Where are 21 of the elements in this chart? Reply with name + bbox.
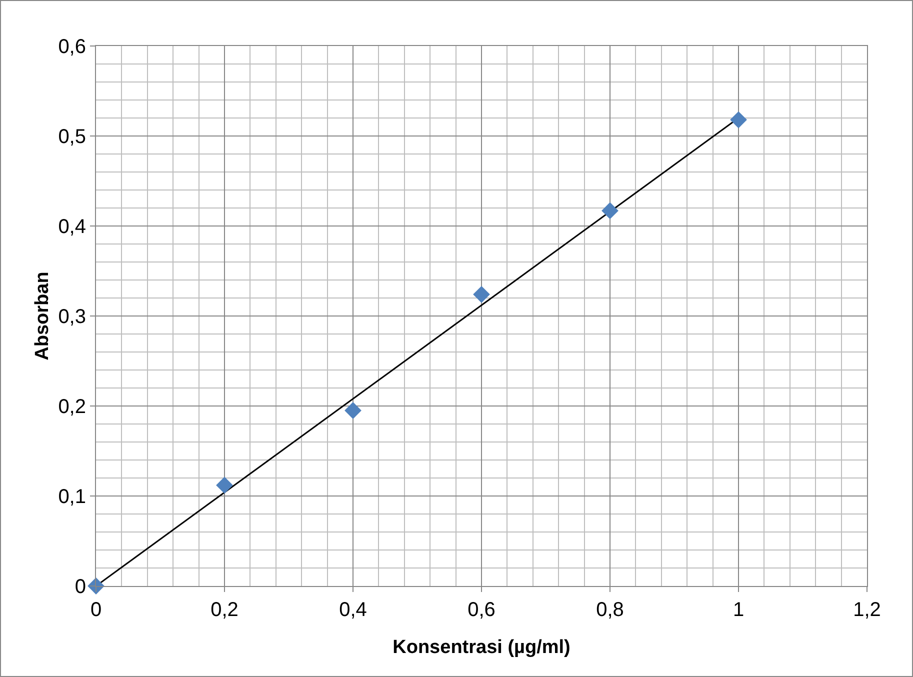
x-tick-label: 0 <box>90 599 102 621</box>
y-tick-label: 0,6 <box>58 36 86 58</box>
x-tick-label: 1 <box>732 599 744 621</box>
y-tick-label: 0,1 <box>58 486 86 508</box>
y-axis-title: Absorban <box>32 272 53 360</box>
x-tick-label: 0,2 <box>210 599 238 621</box>
x-tick-label: 1,2 <box>853 599 881 621</box>
y-tick-label: 0,3 <box>58 306 86 328</box>
point <box>216 476 233 494</box>
y-tick-label: 0,5 <box>58 126 86 148</box>
y-tick-label: 0,2 <box>58 396 86 418</box>
point <box>344 402 362 419</box>
x-tick-label: 0,6 <box>468 599 496 621</box>
point <box>473 286 490 303</box>
x-axis-title: Konsentrasi (µg/ml) <box>392 637 570 658</box>
point <box>730 111 747 128</box>
x-tick-label: 0,4 <box>339 599 367 621</box>
x-tick-label: 0,8 <box>596 599 624 621</box>
y-tick-label: 0 <box>74 576 86 598</box>
y-tick-label: 0,4 <box>58 216 86 238</box>
point <box>602 202 618 220</box>
